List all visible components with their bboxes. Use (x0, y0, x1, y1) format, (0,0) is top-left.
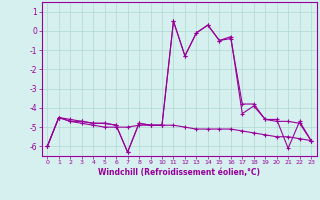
X-axis label: Windchill (Refroidissement éolien,°C): Windchill (Refroidissement éolien,°C) (98, 168, 260, 177)
